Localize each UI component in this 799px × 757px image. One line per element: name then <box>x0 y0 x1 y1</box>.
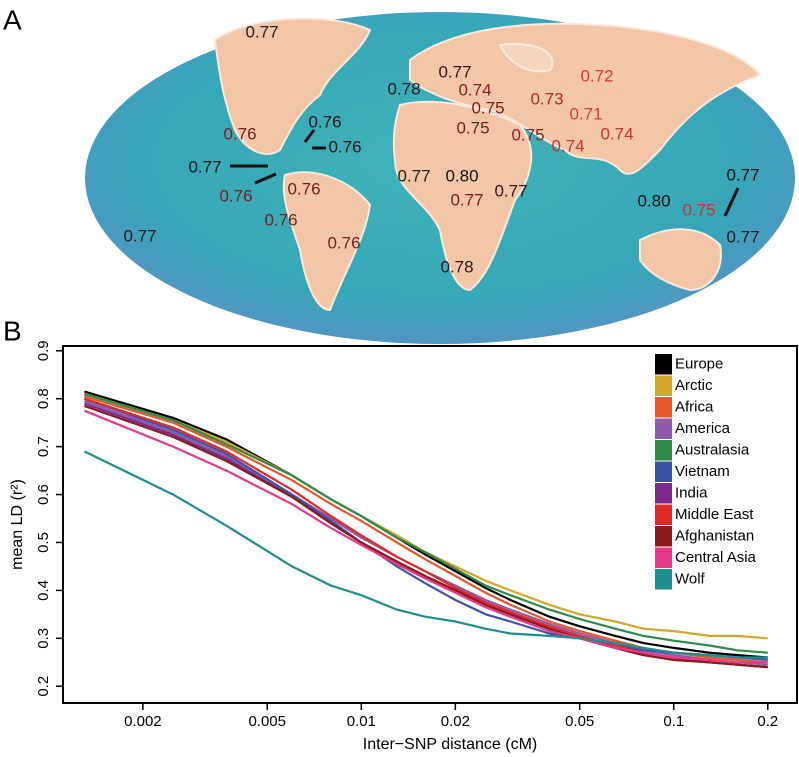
x-axis-label: Inter−SNP distance (cM) <box>363 736 537 753</box>
map-value-label: 0.75 <box>456 118 489 137</box>
legend-label: Europe <box>675 356 723 373</box>
y-tick-label: 0.3 <box>35 628 52 649</box>
map-value-label: 0.78 <box>440 257 473 276</box>
legend-label: Africa <box>675 399 714 416</box>
legend-label: Central Asia <box>675 549 757 566</box>
legend-swatch <box>655 526 672 547</box>
map-value-label: 0.77 <box>726 165 759 184</box>
x-tick-label: 0.01 <box>347 713 376 730</box>
map-value-label: 0.77 <box>726 227 759 246</box>
x-tick-label: 0.1 <box>663 713 684 730</box>
y-tick-label: 0.9 <box>35 340 52 361</box>
map-value-label: 0.76 <box>308 112 341 131</box>
map-value-label: 0.76 <box>223 124 256 143</box>
legend-label: America <box>675 420 731 437</box>
map-value-label: 0.78 <box>387 79 420 98</box>
x-tick-label: 0.005 <box>248 713 286 730</box>
map-value-label: 0.73 <box>530 89 563 108</box>
map-value-label: 0.75 <box>682 200 715 219</box>
series-line <box>84 404 768 669</box>
panel-label: B <box>3 315 22 346</box>
y-tick-label: 0.7 <box>35 436 52 457</box>
plot-frame <box>62 345 798 704</box>
map-value-label: 0.77 <box>397 166 430 185</box>
map-value-label: 0.77 <box>494 181 527 200</box>
map-value-label: 0.76 <box>264 210 297 229</box>
panel-label: A <box>3 4 22 35</box>
map-value-label: 0.76 <box>219 186 252 205</box>
legend-swatch <box>655 375 672 396</box>
legend-label: Vietnam <box>675 463 730 480</box>
legend-swatch <box>655 483 672 504</box>
series-line <box>84 392 768 654</box>
legend-label: Middle East <box>675 506 754 523</box>
legend-swatch <box>655 461 672 482</box>
y-tick-label: 0.4 <box>35 580 52 601</box>
map-value-label: 0.80 <box>445 166 478 185</box>
x-tick-label: 0.2 <box>757 713 778 730</box>
legend-box <box>655 352 795 593</box>
x-tick-label: 0.02 <box>441 713 470 730</box>
legend-label: Arctic <box>675 377 713 394</box>
legend-label: Wolf <box>675 571 706 588</box>
x-tick-label: 0.05 <box>565 713 594 730</box>
map-value-label: 0.75 <box>511 125 544 144</box>
y-tick-label: 0.2 <box>35 676 52 697</box>
legend-swatch <box>655 547 672 568</box>
legend-swatch <box>655 354 672 375</box>
map-value-label: 0.77 <box>450 190 483 209</box>
map-value-label: 0.74 <box>551 136 584 155</box>
y-axis-label: mean LD (r²) <box>9 479 26 570</box>
y-tick-label: 0.6 <box>35 484 52 505</box>
map-value-label: 0.76 <box>327 233 360 252</box>
legend-swatch <box>655 569 672 590</box>
legend-swatch <box>655 397 672 418</box>
legend-label: Australasia <box>675 442 750 459</box>
map: A <box>3 4 795 344</box>
leader-lines <box>230 129 740 217</box>
map-value-label: 0.72 <box>580 66 613 85</box>
legend-label: India <box>675 485 708 502</box>
series-line <box>83 450 768 659</box>
map-value-label: 0.71 <box>569 104 602 123</box>
series-line <box>83 409 768 664</box>
legend-swatch <box>655 440 672 461</box>
x-tick-label: 0.002 <box>124 713 162 730</box>
map-value-label: 0.77 <box>438 62 471 81</box>
map-value-label: 0.77 <box>188 157 221 176</box>
map-value-label: 0.80 <box>637 191 670 210</box>
legend-swatch <box>655 504 672 525</box>
map-value-label: 0.76 <box>287 179 320 198</box>
y-tick-label: 0.5 <box>35 532 52 553</box>
map-value-label: 0.77 <box>245 22 278 41</box>
legend-label: Afghanistan <box>675 528 754 545</box>
y-tick-label: 0.8 <box>35 388 52 409</box>
legend-swatch <box>655 418 672 439</box>
map-value-label: 0.77 <box>123 226 156 245</box>
map-value-label: 0.76 <box>328 137 361 156</box>
map-value-label: 0.74 <box>458 80 491 99</box>
map-value-label: 0.75 <box>471 98 504 117</box>
map-value-label: 0.74 <box>600 124 633 143</box>
continents <box>213 17 762 312</box>
